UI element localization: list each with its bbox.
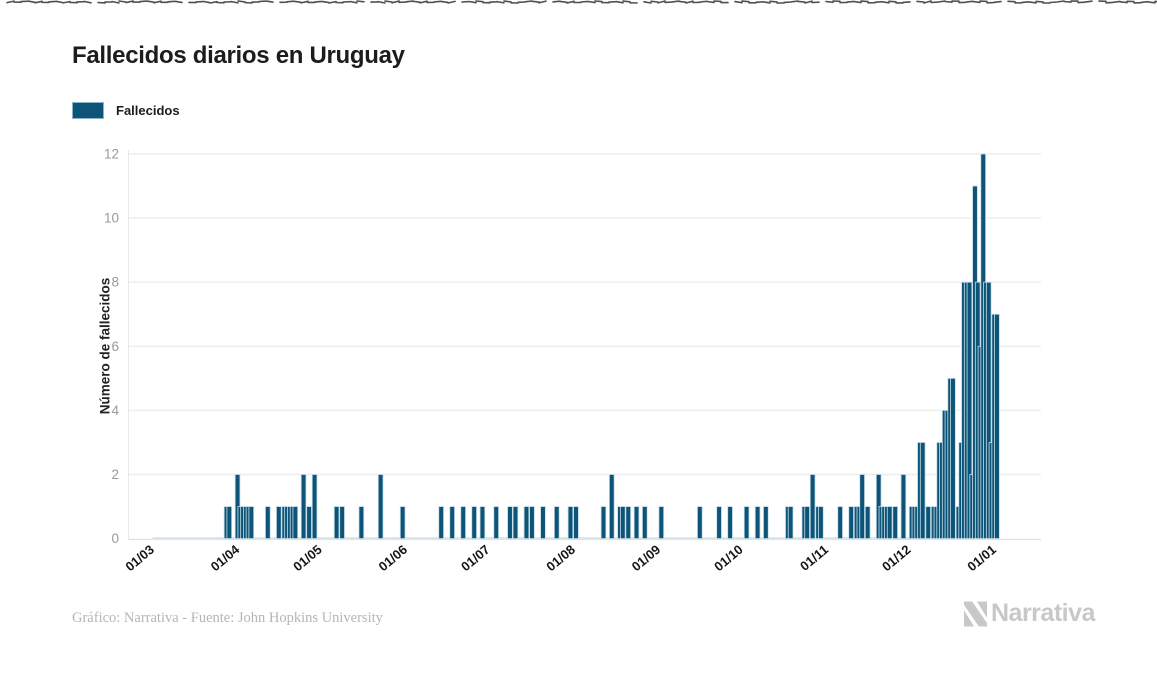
x-tick-label: 01/09 bbox=[629, 542, 664, 574]
x-tick-label: 01/04 bbox=[208, 541, 243, 574]
legend-swatch-icon bbox=[72, 102, 104, 119]
x-tick-label: 01/03 bbox=[122, 542, 157, 574]
x-tick-label: 01/01 bbox=[964, 542, 999, 574]
narrativa-logo: Narrativa bbox=[963, 599, 1095, 628]
y-tick-label: 10 bbox=[104, 211, 119, 226]
legend-label: Fallecidos bbox=[116, 103, 180, 118]
bar-chart: 0 2 4 6 8 10 12 01/03 01/04 01/05 01/06 01/07 01/08 0… bbox=[97, 147, 1041, 574]
y-axis-label: Número de fallecidos bbox=[97, 277, 113, 415]
y-tick-label: 8 bbox=[111, 275, 119, 290]
narrativa-n-icon bbox=[963, 601, 988, 626]
torn-edge-line bbox=[6, 0, 1157, 4]
page-title: Fallecidos diarios en Uruguay bbox=[72, 42, 405, 69]
x-tick-label: 01/12 bbox=[879, 542, 914, 574]
x-tick-label: 01/11 bbox=[797, 542, 831, 574]
x-tick-label: 01/08 bbox=[543, 542, 578, 574]
source-credit: Gráfico: Narrativa - Fuente: John Hopkin… bbox=[72, 610, 383, 626]
bar-chart-svg: 0 2 4 6 8 10 12 01/03 01/04 01/05 01/06 01/07 01/08 0… bbox=[104, 147, 1041, 574]
x-tick-label: 01/05 bbox=[290, 542, 325, 574]
x-tick-label: 01/06 bbox=[376, 542, 411, 574]
y-tick-label: 0 bbox=[111, 531, 119, 546]
x-tick-label: 01/07 bbox=[458, 542, 493, 574]
y-tick-label: 2 bbox=[111, 467, 119, 482]
x-tick-label: 01/10 bbox=[711, 542, 746, 574]
y-tick-label: 12 bbox=[104, 147, 119, 162]
y-tick-label: 4 bbox=[111, 403, 119, 418]
legend: Fallecidos bbox=[72, 102, 180, 119]
y-tick-label: 6 bbox=[111, 339, 119, 354]
narrativa-logo-text: Narrativa bbox=[991, 599, 1095, 627]
